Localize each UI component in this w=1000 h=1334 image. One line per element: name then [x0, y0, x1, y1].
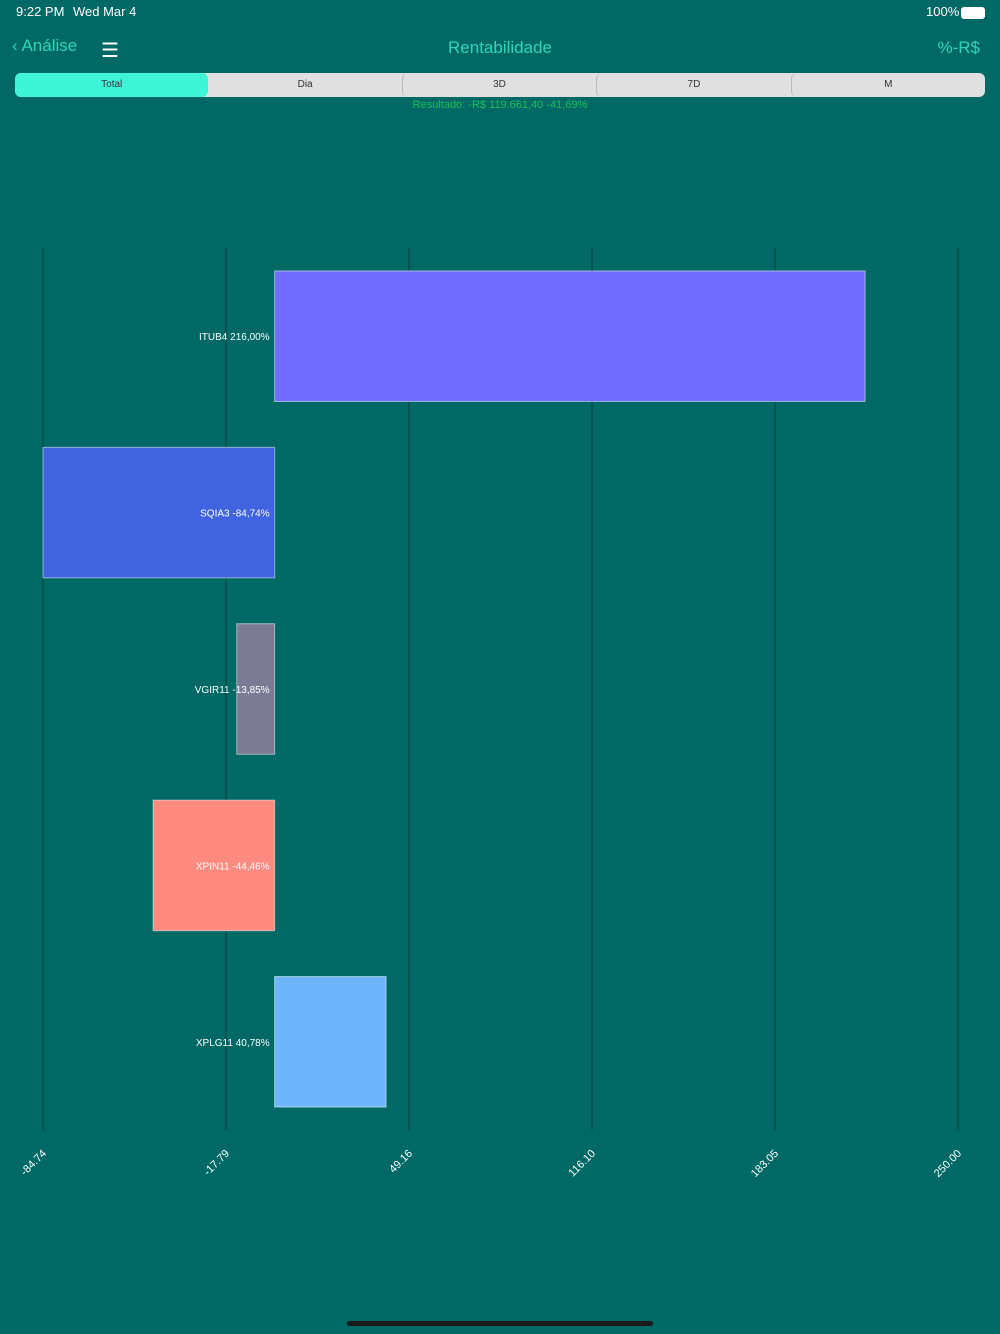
bar-category: SQIA3 — [200, 509, 230, 520]
status-date: Wed Mar 4 — [73, 4, 137, 19]
bar — [42, 446, 276, 579]
bar-label: XPIN11 -44,46% — [196, 861, 270, 872]
x-tick-label: 49.16 — [387, 1148, 415, 1176]
status-time: 9:22 PM — [16, 4, 65, 19]
bar-value-label: -13,85% — [232, 685, 269, 696]
bar-label: ITUB4 216,00% — [199, 332, 270, 343]
bar-value-label: 40,78% — [236, 1038, 270, 1049]
bar-category: VGIR11 — [195, 685, 230, 696]
bar-value-label: -44,46% — [232, 861, 269, 872]
bar-value-label: 216,00% — [230, 332, 270, 343]
segment[interactable]: Dia — [297, 79, 313, 90]
bar-category: XPLG11 — [196, 1038, 233, 1049]
battery-text: 100% — [926, 4, 960, 19]
bar-label: SQIA3 -84,74% — [200, 509, 270, 520]
home-indicator — [347, 1321, 653, 1326]
back-button[interactable]: ‹ Análise — [12, 36, 78, 55]
segment[interactable]: Total — [15, 73, 209, 97]
x-tick-label: 183.05 — [749, 1148, 781, 1180]
x-tick-label: 116.10 — [566, 1148, 598, 1180]
bar-category: XPIN11 — [196, 861, 230, 872]
back-label: Análise — [21, 36, 78, 55]
bar-label: VGIR11 -13,85% — [195, 685, 270, 696]
bar — [274, 270, 866, 402]
bar-category: ITUB4 — [199, 332, 228, 343]
nav-title: Rentabilidade — [448, 38, 552, 57]
battery-icon — [961, 7, 985, 19]
segment[interactable]: 7D — [596, 73, 790, 97]
bar — [274, 976, 387, 1108]
segment[interactable]: M — [790, 73, 985, 97]
x-tick-label: -17.79 — [202, 1148, 233, 1179]
menu-button[interactable]: ☰ — [101, 40, 119, 62]
bar — [236, 623, 276, 755]
bar — [152, 799, 276, 932]
result-text: Resultado: -R$ 119.661,40 -41,69% — [412, 99, 588, 111]
segmented-control: Total Dia 3D 7D M — [15, 73, 985, 97]
bar-value-label: -84,74% — [232, 509, 269, 520]
bar-label: XPLG11 40,78% — [196, 1038, 270, 1049]
x-tick-label: 250.00 — [932, 1148, 964, 1180]
segment[interactable]: 3D — [401, 73, 596, 97]
toggle-button[interactable]: %-R$ — [937, 38, 980, 57]
x-tick-label: -84.74 — [19, 1148, 50, 1179]
